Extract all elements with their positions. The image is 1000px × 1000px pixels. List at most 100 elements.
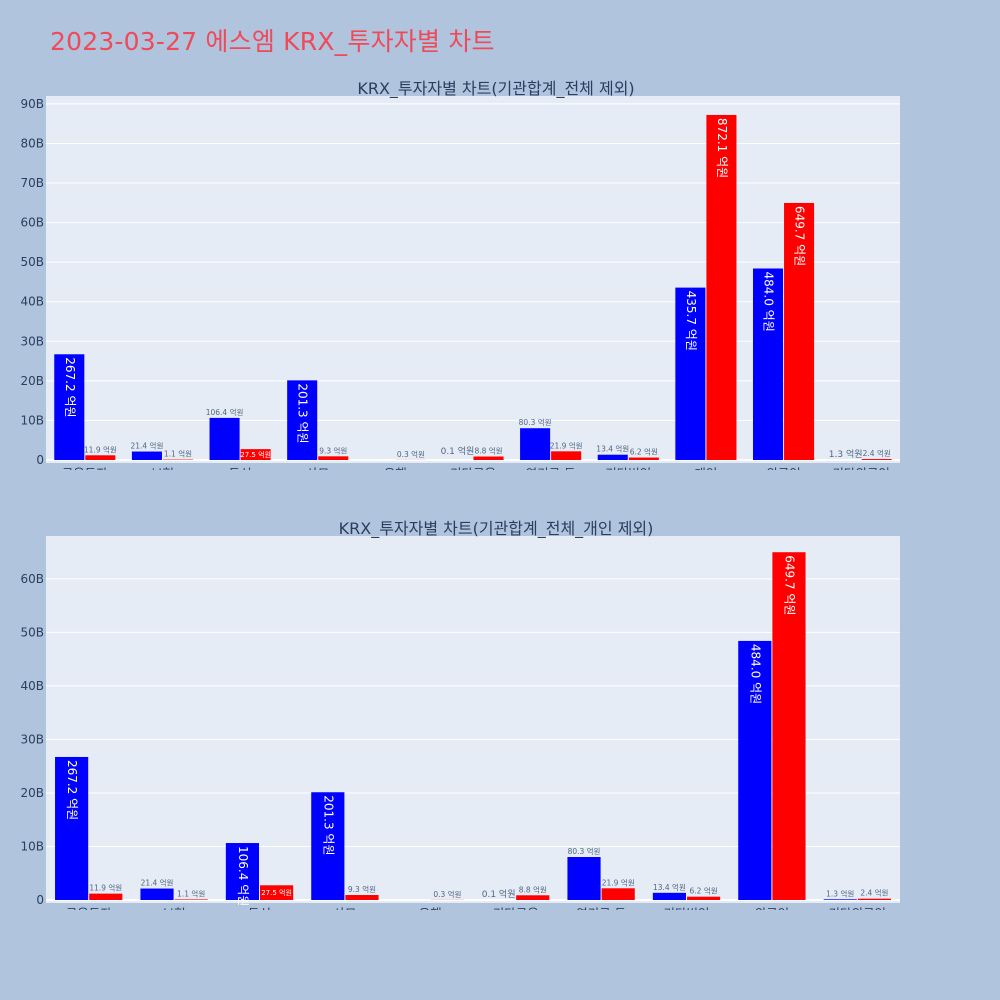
category-label: 기타금융 [450, 466, 496, 470]
data-label: 0.1 억원 [441, 445, 475, 457]
data-label: 27.5 억원 [261, 888, 292, 897]
y-tick-label: 0 [36, 453, 44, 467]
data-label: 11.9 억원 [84, 445, 117, 454]
data-label: 1.3 억원 [826, 889, 854, 898]
category-label: 투신 [248, 906, 271, 910]
y-tick-label: 30B [20, 732, 44, 746]
buy-bar [652, 892, 686, 900]
sell-bar [772, 552, 806, 900]
y-tick-label: 50B [20, 625, 44, 639]
data-label: 649.7 억원 [782, 555, 796, 615]
data-label: 21.9 억원 [550, 441, 583, 450]
y-tick-label: 90B [20, 97, 44, 111]
page-title: 2023-03-27 에스엠 KRX_투자자별 차트 [50, 27, 495, 56]
buy-bar [823, 899, 857, 900]
category-label: 외국인 [755, 906, 790, 910]
category-label: 은행 [384, 466, 407, 470]
category-label: 사모 [306, 466, 329, 470]
data-label: 267.2 억원 [63, 357, 77, 417]
sell-bar [516, 895, 550, 900]
sell-bar [784, 202, 815, 461]
sell-bar [345, 895, 379, 900]
buy-bar [287, 380, 318, 460]
y-tick-label: 20B [20, 374, 44, 388]
sell-bar [551, 451, 582, 460]
y-tick-label: 60B [20, 216, 44, 230]
data-label: 106.4 억원 [236, 846, 250, 906]
buy-bar [140, 888, 174, 900]
data-label: 9.3 억원 [319, 446, 347, 455]
y-tick-label: 60B [20, 572, 44, 586]
data-label: 21.9 억원 [602, 878, 635, 887]
sell-bar [687, 896, 721, 900]
y-tick-label: 10B [20, 413, 44, 427]
sell-bar [174, 899, 208, 900]
data-label: 21.4 억원 [130, 442, 163, 451]
sell-bar [318, 456, 349, 460]
category-label: 외국인 [766, 466, 801, 470]
chart-title: KRX_투자자별 차트(기관합계_전체_개인 제외) [339, 519, 654, 539]
data-label: 201.3 억원 [321, 795, 335, 855]
data-label: 872.1 억원 [715, 118, 729, 178]
sell-bar [861, 459, 892, 460]
category-label: 기타외국인 [829, 906, 887, 910]
y-tick-label: 10B [20, 839, 44, 853]
category-label: 개인 [694, 466, 717, 470]
category-label: 사모 [333, 906, 356, 910]
sell-bar [260, 885, 294, 900]
data-label: 11.9 억원 [89, 884, 122, 893]
data-label: 0.3 억원 [433, 890, 461, 899]
category-label: 투신 [229, 466, 252, 470]
y-tick-label: 20B [20, 786, 44, 800]
category-label: 보험 [163, 906, 186, 910]
category-label: 기타법인 [663, 906, 709, 910]
buy-bar [311, 792, 345, 900]
y-tick-label: 40B [20, 679, 44, 693]
buy-bar [520, 428, 551, 460]
buy-bar [738, 640, 772, 900]
sell-bar [601, 888, 635, 900]
data-label: 6.2 억원 [630, 448, 658, 457]
data-label: 2.4 억원 [863, 449, 891, 458]
data-label: 8.8 억원 [474, 447, 502, 456]
data-label: 80.3 억원 [519, 418, 552, 427]
sell-bar [628, 457, 659, 460]
data-label: 13.4 억원 [596, 445, 629, 454]
data-label: 80.3 억원 [568, 847, 601, 856]
buy-bar [752, 268, 784, 460]
plot-area [46, 536, 900, 903]
sell-bar [240, 449, 271, 460]
buy-bar [131, 451, 162, 460]
sell-bar [706, 114, 737, 461]
buy-bar [209, 417, 240, 460]
data-label: 0.1 억원 [482, 888, 516, 900]
sell-bar [89, 893, 123, 900]
data-label: 106.4 억원 [206, 408, 244, 417]
category-label: 금융투자 [66, 906, 113, 910]
data-label: 1.1 억원 [177, 889, 205, 898]
buy-bar [567, 857, 601, 900]
data-label: 13.4 억원 [653, 883, 686, 892]
y-tick-label: 50B [20, 255, 44, 269]
data-label: 2.4 억원 [860, 889, 888, 898]
data-label: 6.2 억원 [690, 887, 718, 896]
data-label: 267.2 억원 [65, 760, 79, 820]
sell-bar [857, 898, 891, 900]
y-tick-label: 70B [20, 176, 44, 190]
data-label: 0.3 억원 [397, 450, 425, 459]
buy-bar [225, 843, 259, 900]
category-label: 은행 [419, 906, 442, 910]
data-label: 1.1 억원 [164, 450, 192, 459]
data-label: 435.7 억원 [684, 291, 698, 351]
chart-krx-excluding-institutions: KRX_투자자별 차트(기관합계_전체 제외) 0 10B 20B 30B 40B 50B 6… [20, 79, 900, 470]
buy-bar [54, 354, 85, 460]
y-tick-label: 80B [20, 136, 44, 150]
category-label: 기타외국인 [832, 466, 890, 470]
data-label: 649.7 억원 [793, 206, 807, 266]
y-tick-label: 0 [36, 893, 44, 907]
buy-bar [597, 454, 628, 460]
data-label: 27.5 억원 [240, 450, 271, 459]
category-label: 연기금 등 [576, 906, 626, 910]
y-tick-label: 40B [20, 295, 44, 309]
category-label: 기타금융 [493, 906, 539, 910]
